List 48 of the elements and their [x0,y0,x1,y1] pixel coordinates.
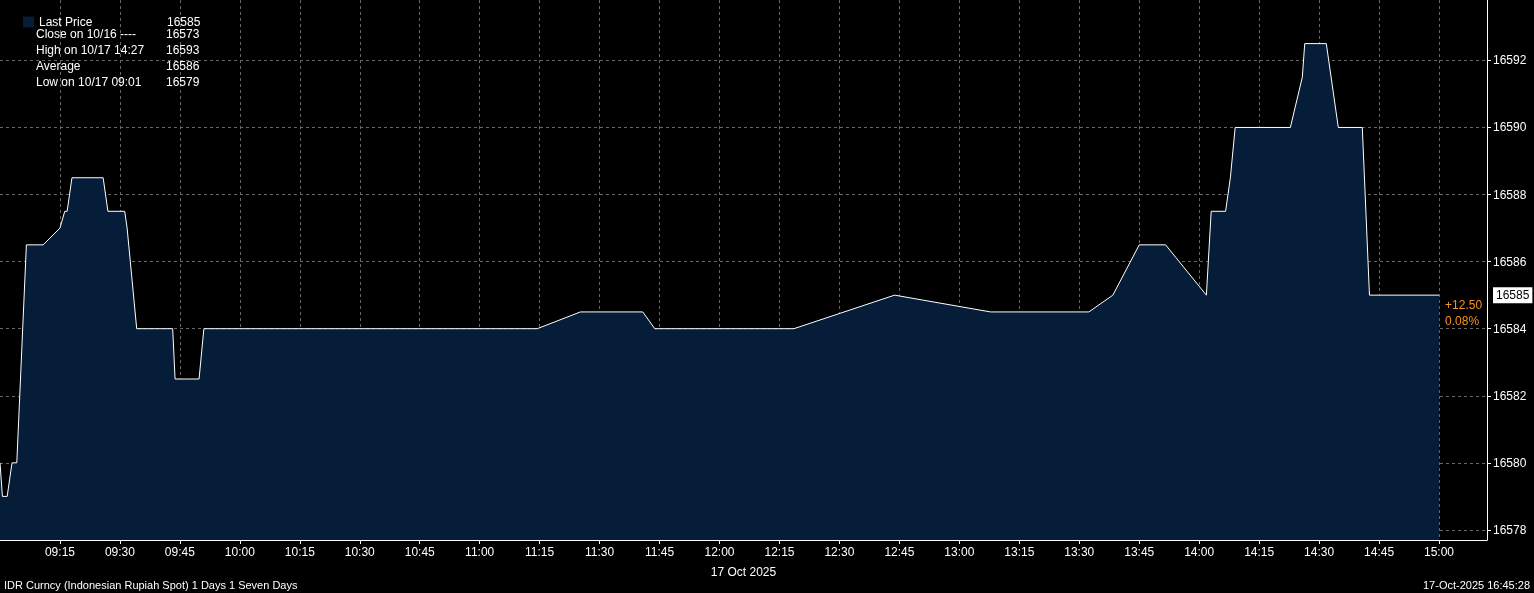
x-tick-label: 10:45 [404,545,436,559]
y-tick-label: 16580 [1493,455,1527,470]
annotation: 16573 [166,27,200,41]
annotation: 16593 [166,43,200,57]
x-tick-label: 14:30 [1304,545,1335,559]
annotation: Close on 10/16 ---- [36,27,137,41]
y-tick-label: 16586 [1493,254,1527,269]
x-tick-label: 14:00 [1184,545,1215,559]
x-tick-label: 13:30 [1064,545,1095,559]
legend-label: Last Price [39,15,93,29]
annotation: 0.08% [1445,314,1480,329]
x-tick-label: 10:00 [224,545,256,559]
x-tick-label: 11:15 [525,545,555,559]
x-tick-label: 13:15 [1004,545,1035,559]
y-tick-label: 16582 [1493,388,1527,403]
annotation: 16579 [166,75,200,89]
x-tick-label: 12:00 [704,545,735,559]
annotation: 16586 [166,59,200,73]
x-axis-title: 17 Oct 2025 [710,565,777,579]
y-tick-label: 16578 [1493,522,1527,537]
y-tick-label: 16588 [1493,187,1527,202]
x-tick-label: 11:45 [644,545,675,559]
x-tick-label: 09:30 [104,545,136,559]
text: 17-Oct-2025 16:45:28 [1422,578,1531,591]
annotation: Average [36,59,81,73]
x-tick-label: 14:15 [1244,545,1275,559]
x-tick-label: 13:00 [944,545,975,559]
y-tick-label: 16584 [1493,321,1527,336]
text: 16585 [1496,288,1530,303]
x-tick-label: 13:45 [1124,545,1155,559]
text: IDR Curncy (Indonesian Rupiah Spot) 1 Days 1 Seven Days [4,578,298,591]
annotation: +12.50 [1445,298,1483,313]
x-tick-label: 15:00 [1424,545,1455,559]
x-tick-label: 09:45 [164,545,196,559]
x-tick-label: 10:15 [284,545,316,559]
x-tick-label: 10:30 [344,545,376,559]
x-tick-label: 12:15 [764,545,795,559]
annotation: High on 10/17 14:27 [36,43,145,57]
x-tick-label: 12:30 [824,545,855,559]
x-tick-label: 09:15 [44,545,76,559]
y-tick-label: 16590 [1493,120,1527,135]
x-tick-label: 12:45 [884,545,915,559]
y-tick-label: 16592 [1493,53,1527,68]
annotation: Low on 10/17 09:01 [36,75,142,89]
x-tick-label: 11:30 [585,545,615,559]
x-tick-label: 11:00 [465,545,495,559]
x-tick-label: 14:45 [1364,545,1395,559]
annotation: 16585 [167,15,201,29]
